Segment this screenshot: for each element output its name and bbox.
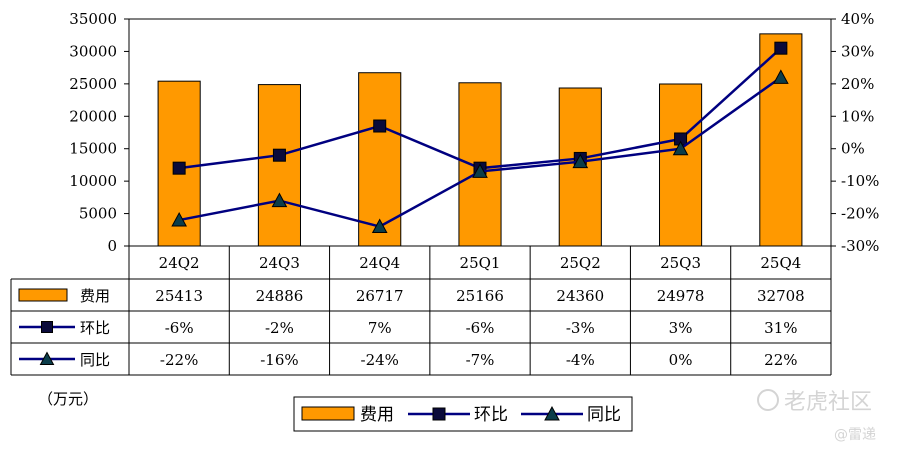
- y-right-tick-label: -20%: [841, 205, 879, 223]
- watermark-author: @雷递: [834, 427, 876, 443]
- y-left-axis: 0 5000 10000 15000 20000 25000 30000 35000: [69, 10, 129, 255]
- table-cell: 7%: [368, 319, 392, 337]
- y-right-axis: -30% -20% -10% 0% 10% 20% 30% 40%: [831, 10, 879, 255]
- watermark-brand: 老虎社区: [784, 390, 872, 415]
- y-left-tick-label: 30000: [69, 42, 117, 60]
- legend-label: 环比: [474, 405, 508, 425]
- y-right-tick-label: 20%: [841, 75, 874, 93]
- y-right-tick-label: 30%: [841, 42, 874, 60]
- y-left-tick-label: 5000: [79, 205, 117, 223]
- y-left-tick-label: 25000: [69, 75, 117, 93]
- y-right-tick-label: -10%: [841, 172, 879, 190]
- table-cell: 24978: [657, 287, 705, 305]
- y-right-tick-label: -30%: [841, 237, 879, 255]
- bar: [760, 34, 802, 246]
- y-right-tick-label: 10%: [841, 107, 874, 125]
- watermark: 老虎社区 @雷递: [758, 390, 876, 443]
- table-cell: 3%: [669, 319, 693, 337]
- bar-series: [158, 34, 802, 246]
- table-cell: 24360: [556, 287, 604, 305]
- tiger-logo-icon: [758, 390, 778, 410]
- table-cell: 24886: [256, 287, 304, 305]
- table-cell: -22%: [160, 351, 198, 369]
- legend-key-bar: [302, 407, 354, 420]
- legend-label: 同比: [587, 405, 621, 425]
- square-marker: [273, 149, 285, 161]
- table-cell: -2%: [265, 319, 294, 337]
- table-cell: 26717: [356, 287, 404, 305]
- x-tick-label: 25Q1: [460, 254, 501, 272]
- x-tick-label: 25Q2: [560, 254, 601, 272]
- table-series-name: 同比: [80, 351, 110, 369]
- table-cell: -16%: [260, 351, 298, 369]
- table-series-name: 费用: [80, 287, 110, 305]
- y-right-tick-label: 40%: [841, 10, 874, 28]
- bar: [258, 85, 300, 246]
- x-tick-label: 24Q4: [359, 254, 400, 272]
- data-table: 24Q2 24Q3 24Q4 25Q1 25Q2 25Q3 25Q4 费用 25413 24886…: [11, 246, 831, 375]
- table-series-name: 环比: [80, 319, 110, 337]
- table-cell: 31%: [764, 319, 797, 337]
- table-key-bar: [19, 289, 67, 301]
- x-tick-label: 24Q2: [159, 254, 200, 272]
- table-cell: 22%: [764, 351, 797, 369]
- table-cell: 25166: [456, 287, 504, 305]
- square-marker: [775, 42, 787, 54]
- x-tick-label: 24Q3: [259, 254, 300, 272]
- table-cell: -7%: [466, 351, 495, 369]
- y-left-tick-label: 0: [107, 237, 117, 255]
- table-cell: 32708: [757, 287, 805, 305]
- table-cell: 25413: [155, 287, 203, 305]
- square-marker: [433, 408, 445, 420]
- bar: [660, 84, 702, 246]
- table-cell: -6%: [466, 319, 495, 337]
- legend: 费用 环比 同比: [294, 397, 632, 431]
- table-cell: 0%: [669, 351, 693, 369]
- y-left-tick-label: 10000: [69, 172, 117, 190]
- square-marker: [42, 322, 53, 333]
- square-marker: [173, 162, 185, 174]
- y-right-tick-label: 0%: [841, 140, 865, 158]
- y-left-tick-label: 35000: [69, 10, 117, 28]
- table-cell: -6%: [165, 319, 194, 337]
- unit-label: （万元）: [38, 390, 98, 408]
- square-marker: [374, 120, 386, 132]
- table-cell: -3%: [566, 319, 595, 337]
- table-cell: -24%: [361, 351, 399, 369]
- x-tick-label: 25Q4: [760, 254, 801, 272]
- table-cell: -4%: [566, 351, 595, 369]
- y-left-tick-label: 20000: [69, 107, 117, 125]
- x-tick-label: 25Q3: [660, 254, 701, 272]
- y-left-tick-label: 15000: [69, 140, 117, 158]
- legend-label: 费用: [360, 405, 394, 425]
